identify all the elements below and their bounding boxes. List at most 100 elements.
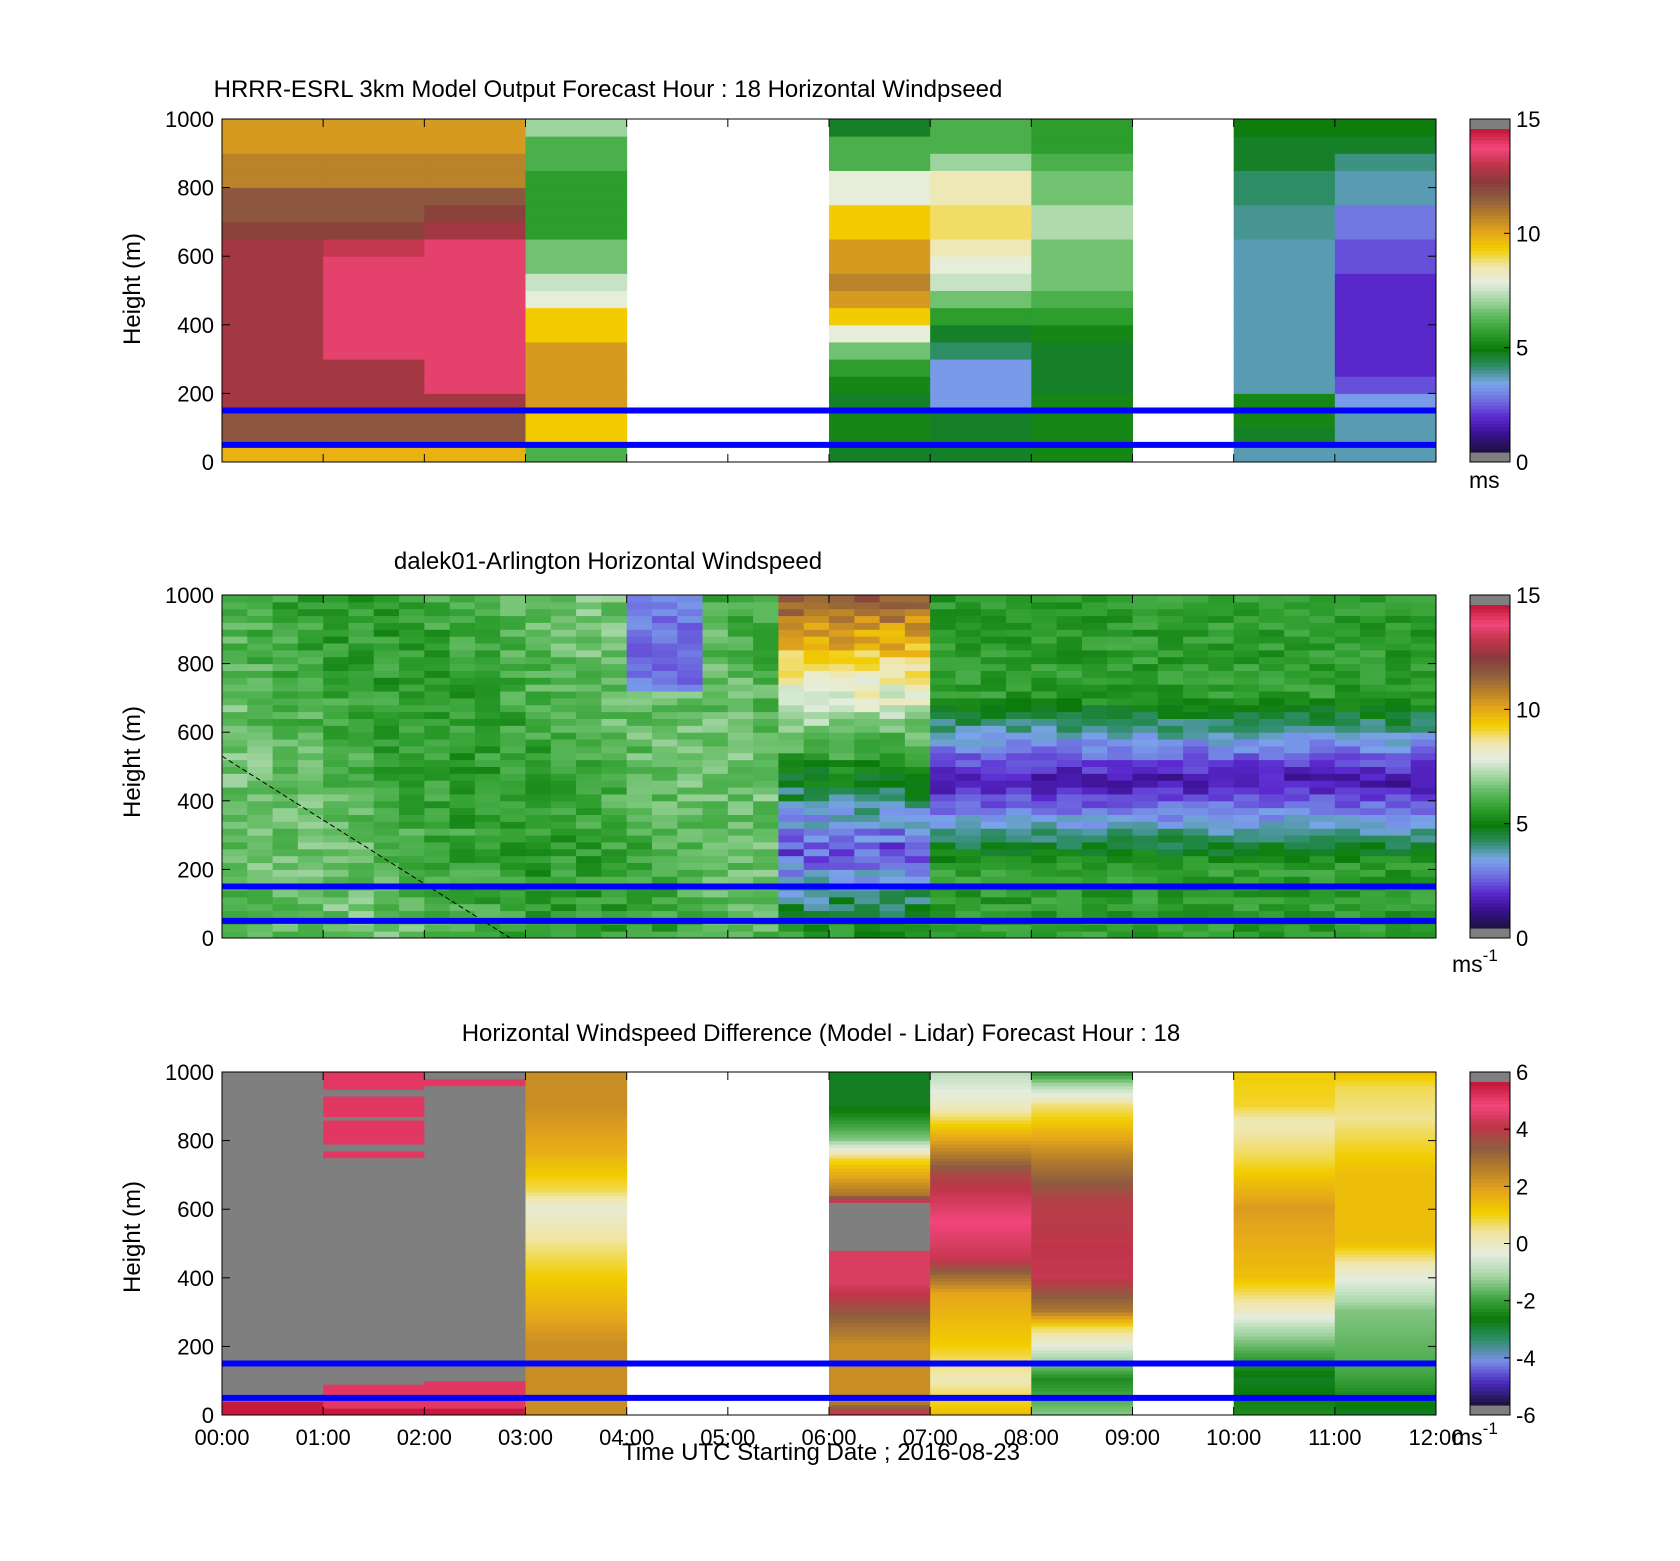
colorbar-tick-label: 2 [1516,1174,1528,1199]
heatmap-cell [1385,745,1412,754]
heatmap-cell [1132,691,1159,699]
heatmap-cell [677,608,704,617]
heatmap-cell [955,615,982,623]
heatmap-cell [424,1401,526,1406]
heatmap-cell [904,656,931,665]
colorbar-segment [1470,215,1510,220]
heatmap-cell [854,677,881,685]
heatmap-cell [1334,622,1361,630]
heatmap-cell [323,1284,425,1289]
heatmap-cell [1233,1188,1336,1193]
heatmap-cell [1385,869,1412,877]
heatmap-cell [829,649,855,658]
heatmap-cell [778,636,805,644]
heatmap-cell [272,862,299,870]
heatmap-cell [323,1099,425,1104]
heatmap-cell [1208,800,1235,809]
heatmap-cell [677,622,704,630]
heatmap-cell [424,855,451,864]
heatmap-cell [930,684,956,692]
heatmap-cell [1233,718,1260,726]
heatmap-cell [930,1329,1032,1334]
heatmap-cell [1334,1298,1437,1303]
heatmap-cell [829,869,855,877]
heatmap-cell [1360,766,1386,774]
heatmap-cell [1284,732,1311,740]
heatmap-cell [778,787,805,795]
heatmap-cell [525,595,552,603]
heatmap-cell [1258,828,1285,836]
heatmap-cell [500,841,526,850]
heatmap-cell [500,910,526,918]
heatmap-cell [1385,643,1412,651]
heatmap-cell [1183,677,1209,685]
heatmap-cell [1031,1198,1133,1203]
heatmap-cell [955,718,982,726]
colorbar-segment [1470,856,1510,861]
heatmap-cell [1157,793,1184,802]
heatmap-cell [904,663,931,671]
heatmap-cell [323,704,349,713]
colorbar-segment [1470,132,1510,137]
heatmap-cell [1107,725,1133,733]
heatmap-cell [1107,896,1133,905]
heatmap-cell [576,636,602,644]
heatmap-cell [601,670,628,678]
heatmap-cell [829,800,855,809]
heatmap-cell [1334,1373,1437,1378]
heatmap-cell [829,663,855,671]
heatmap-cell [500,766,526,774]
colorbar-segment [1470,1394,1510,1399]
heatmap-cell [449,855,476,864]
heatmap-cell [399,780,425,788]
heatmap-cell [1334,595,1361,603]
heatmap-cell [829,629,855,637]
heatmap-cell [778,910,805,918]
heatmap-cell [829,855,855,864]
heatmap-cell [930,1133,1032,1138]
heatmap-cell [222,1291,324,1296]
heatmap-cell [1334,324,1437,343]
heatmap-cell [323,1185,425,1190]
heatmap-cell [930,1181,1032,1186]
heatmap-cell [601,691,628,699]
heatmap-cell [955,711,982,719]
heatmap-cell [778,780,805,788]
heatmap-cell [500,636,526,644]
heatmap-cell [1334,910,1361,918]
heatmap-cell [1410,896,1437,905]
colorbar-segment [1470,301,1510,306]
heatmap-cell [1309,718,1336,726]
heatmap-cell [829,119,931,137]
heatmap-cell [348,841,375,850]
heatmap-cell [297,780,324,788]
heatmap-cell [1233,1144,1336,1148]
heatmap-cell [1031,1356,1133,1361]
heatmap-cell [955,732,982,740]
heatmap-cell [1233,1380,1336,1385]
heatmap-cell [272,800,299,809]
heatmap-cell [904,739,931,747]
heatmap-cell [424,889,451,898]
colorbar-segment [1470,272,1510,277]
heatmap-cell [930,1164,1032,1169]
heatmap-cell [1132,615,1159,623]
heatmap-cell [930,601,956,610]
heatmap-cell [424,1126,526,1131]
heatmap-cell [550,910,577,918]
heatmap-cell [930,1342,1032,1347]
heatmap-cell [1334,1277,1437,1282]
heatmap-cell [626,766,653,774]
heatmap-cell [474,787,501,795]
heatmap-cell [930,745,956,754]
heatmap-cell [348,787,375,795]
heatmap-cell [702,684,729,692]
heatmap-cell [1233,1291,1336,1296]
heatmap-cell [222,931,248,939]
x-tick-label: 09:00 [1105,1425,1160,1450]
colorbar-segment [1470,1390,1510,1395]
heatmap-cell [778,814,805,822]
heatmap-cell [373,869,400,877]
heatmap-cell [829,841,855,850]
heatmap-cell [1031,1298,1133,1303]
